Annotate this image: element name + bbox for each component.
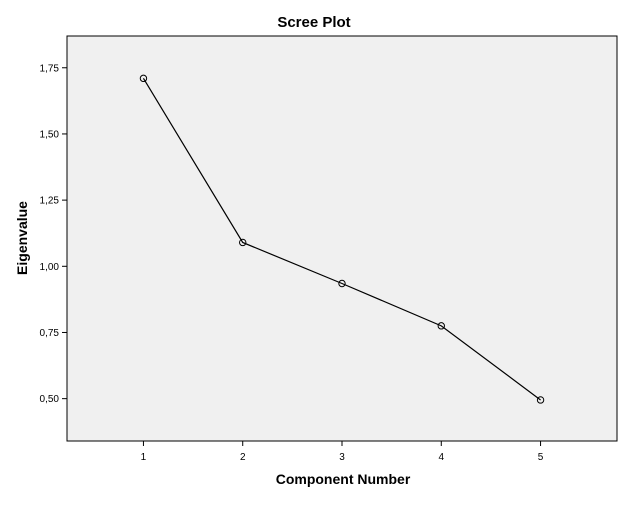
data-point xyxy=(139,74,148,83)
chart-title: Scree Plot xyxy=(277,14,350,31)
y-axis-title: Eigenvalue xyxy=(14,201,30,275)
y-tick-label: 0,75 xyxy=(40,328,60,339)
y-tick-label: 1,00 xyxy=(40,262,60,273)
y-tick-label: 0,50 xyxy=(40,394,60,405)
eigenvalue-line xyxy=(142,78,541,401)
y-tick-label: 1,50 xyxy=(40,129,60,140)
x-tick-label: 4 xyxy=(438,452,444,463)
plot-area xyxy=(66,35,618,442)
x-tick-label: 3 xyxy=(339,452,345,463)
data-point xyxy=(239,238,247,247)
data-point xyxy=(536,396,545,404)
data-point xyxy=(437,322,445,330)
x-axis-title: Component Number xyxy=(276,471,411,487)
x-tick-label: 5 xyxy=(538,452,544,463)
y-axis: 0,50 0,75 1,00 1,25 1,50 1,75 xyxy=(40,63,67,405)
data-point xyxy=(338,279,346,288)
data-points xyxy=(139,74,545,404)
x-axis: 1 2 3 4 5 xyxy=(141,441,544,463)
x-tick-label: 2 xyxy=(240,452,246,463)
y-tick-label: 1,75 xyxy=(40,63,60,74)
x-tick-label: 1 xyxy=(141,452,147,463)
y-tick-label: 1,25 xyxy=(40,196,60,207)
